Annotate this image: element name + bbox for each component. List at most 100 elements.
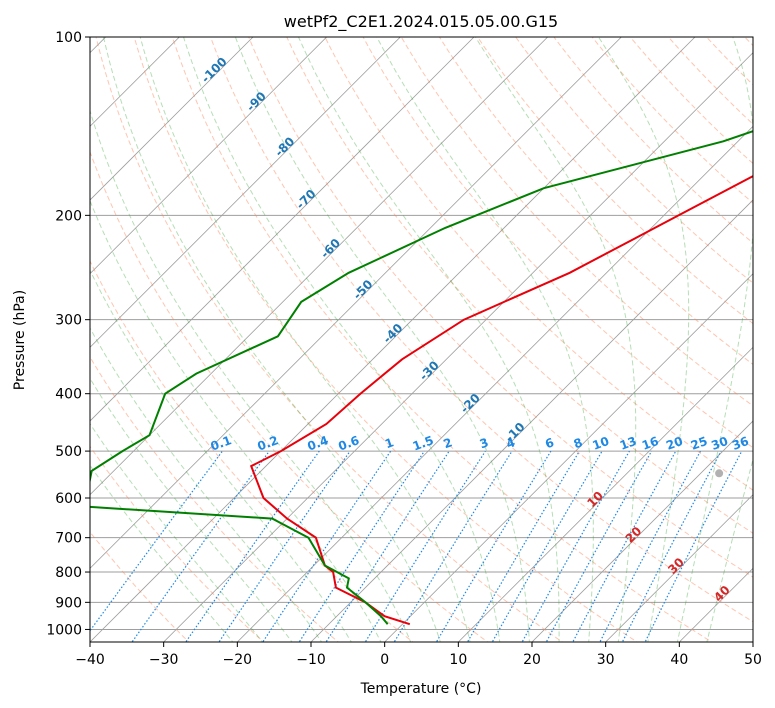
moist-adiabat-line [234,37,530,642]
x-tick-label: 20 [523,652,541,668]
isotherm-line [90,37,696,642]
moist-adiabat-line [706,457,753,642]
dry-adiabat-line [705,37,753,86]
mixing-ratio-label: 36 [730,434,750,453]
x-tick-label: 0 [380,652,389,668]
mixing-ratio-label: 25 [689,434,709,453]
dry-adiabat-line [90,531,190,642]
isotherm-line [310,199,753,642]
mixing-ratio-line [621,450,722,642]
isotherm-label: 30 [665,555,687,577]
x-tick-label: −20 [223,652,253,668]
moist-adiabat-line [182,37,501,642]
moist-adiabat-line [90,269,352,642]
moist-adiabat-line [90,109,412,642]
mixing-ratio-label: 20 [664,434,684,453]
dry-adiabat-line [744,37,753,47]
isotherm-line [90,37,475,422]
mixing-ratio-line [491,450,603,642]
dry-adiabat-line [515,37,753,284]
dry-adiabat-line [667,37,753,125]
dry-adiabat-line [133,37,638,642]
y-tick-label: 800 [55,565,82,581]
x-axis-label: Temperature (°C) [360,681,482,697]
dry-adiabat-line [591,37,753,204]
dry-adiabat-line [629,37,753,165]
dry-adiabat-line [171,37,713,642]
data-series [90,130,753,626]
dry-adiabat-line [209,37,753,623]
isotherm-label: -80 [272,134,297,159]
isotherm-line [678,567,753,642]
mixing-ratio-label: 3 [478,435,491,451]
chart-title: wetPf2_C2E1.2024.015.05.00.G15 [284,12,558,32]
mixing-ratio-label: 10 [591,434,611,453]
mixing-ratio-label: 0.4 [306,433,331,453]
plot-frame [89,36,754,643]
moist-adiabat-line [90,199,382,642]
axis-ticks: −40 −30 −20 −10 0 10 20 30 40 5010020030040050060… [46,30,762,668]
isotherm-label: -20 [458,391,483,416]
dry-adiabat-line [400,37,753,407]
moist-adiabat-line [90,422,264,642]
y-tick-label: 100 [55,30,82,46]
moist-adiabat-line [376,37,594,642]
moist-adiabat-line [90,464,234,642]
isotherm-label: -100 [199,55,230,86]
mixing-ratio-label: 0.1 [209,433,234,453]
mixing-ratio-line [599,450,702,642]
profile-line [249,175,753,626]
mixing-ratio-line [325,450,450,642]
mixing-ratio-label: 2 [442,435,455,451]
y-tick-label: 200 [55,208,82,224]
mixing-ratio-label: 16 [640,434,660,453]
isotherm-line [236,125,753,642]
x-tick-label: 50 [744,652,762,668]
mixing-ratio-label: 1.5 [411,433,436,453]
dry-adiabat-line [324,37,753,491]
isotherm-label: -50 [350,277,375,302]
mixing-ratio-line [644,450,743,642]
moist-adiabat-line [139,37,471,642]
isotherm-line [90,37,401,348]
isotherm-line [90,37,180,127]
mixing-ratio-line [262,450,392,642]
y-axis-label: Pressure (hPa) [12,290,28,390]
x-tick-label: 30 [597,652,615,668]
mixing-ratio-label: 30 [709,434,729,453]
isotherm-line [90,37,254,201]
plot-area: 0.1 0.2 0.4 0.6 1 1.5 2 3 4 6 8 10 13 16 20 25 30 36-100-… [90,37,753,642]
moist-adiabat-line [90,377,293,642]
y-tick-label: 300 [55,313,82,329]
x-tick-label: −30 [149,652,179,668]
isotherm-line [90,37,549,496]
mixing-ratio-line [298,450,425,642]
dry-adiabat-line [286,37,753,534]
isotherm-label: -60 [318,236,343,261]
isotherm-label: -40 [380,321,405,346]
lcl-marker [715,469,724,478]
dry-adiabat-line [90,150,489,642]
isotherm-line [531,420,753,642]
mixing-ratio-line [466,450,580,642]
mixing-ratio-label: 8 [572,435,585,451]
moist-adiabat-line [474,37,637,642]
mixing-ratio-line [185,450,320,642]
isotherm-label: 40 [711,583,733,605]
isotherm-label: 10 [584,489,606,511]
dry-adiabat-line [95,37,564,642]
y-tick-label: 500 [55,444,82,460]
moist-adiabat-line [597,37,690,642]
y-tick-label: 600 [55,491,82,507]
isotherm-line [752,641,753,642]
y-tick-label: 400 [55,387,82,403]
mixing-ratio-label: 0.2 [256,433,281,453]
isotherm-line [605,494,753,642]
y-tick-label: 700 [55,531,82,547]
dry-adiabat-line [248,37,753,578]
mixing-ratio-line [90,450,223,632]
y-tick-label: 900 [55,595,82,611]
moist-adiabat-line [676,37,753,642]
mixing-ratio-line [218,450,351,642]
